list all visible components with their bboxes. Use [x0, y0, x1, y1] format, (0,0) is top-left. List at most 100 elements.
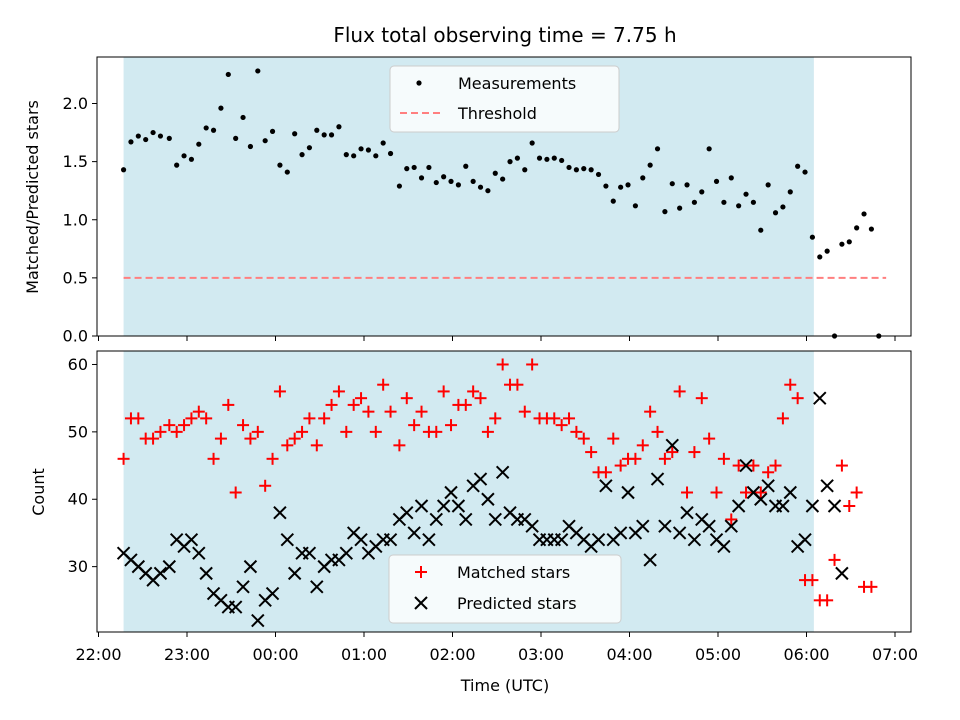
- matched-point: [266, 452, 279, 465]
- measurement-point: [728, 175, 734, 181]
- predicted-point: [354, 532, 368, 547]
- measurement-point: [846, 239, 852, 245]
- matched-point: [681, 486, 694, 499]
- predicted-point: [407, 526, 421, 540]
- matched-point: [740, 486, 753, 499]
- measurement-point: [625, 182, 631, 188]
- measurement-point: [500, 176, 506, 182]
- measurement-point: [365, 147, 372, 153]
- measurement-point: [351, 153, 357, 159]
- predicted-point: [621, 485, 635, 500]
- predicted-point: [414, 499, 429, 513]
- x-tick-label: 04:00: [606, 645, 652, 664]
- measurement-point: [181, 153, 187, 159]
- y-tick-label: 0.5: [63, 268, 88, 287]
- matched-point: [259, 479, 272, 492]
- measurement-point: [559, 157, 565, 164]
- predicted-point: [495, 465, 510, 480]
- measurement-point: [706, 146, 712, 152]
- predicted-point: [400, 506, 414, 520]
- measurement-point: [306, 145, 313, 151]
- matched-point: [251, 425, 264, 438]
- measurement-point: [677, 205, 683, 211]
- predicted-point: [554, 532, 569, 547]
- measurement-point: [470, 178, 476, 184]
- predicted-point: [280, 532, 295, 547]
- predicted-point: [776, 499, 790, 513]
- measurement-point: [507, 159, 513, 165]
- measurement-point: [802, 169, 808, 175]
- predicted-point: [287, 566, 302, 581]
- matched-point: [570, 425, 583, 438]
- measurement-point: [640, 175, 646, 181]
- measurement-point: [343, 152, 349, 158]
- x-tick-label: 23:00: [164, 645, 210, 664]
- matched-point: [717, 452, 730, 465]
- matched-point: [384, 405, 397, 418]
- predicted-point: [672, 526, 687, 540]
- matched-point: [688, 446, 701, 459]
- matched-point: [754, 486, 767, 499]
- bottom-ylabel: Count: [29, 468, 48, 516]
- measurement-point: [595, 171, 602, 178]
- measurement-point: [441, 174, 447, 180]
- measurement-point: [780, 204, 786, 210]
- bottom-legend-box: [388, 554, 622, 624]
- matched-point: [644, 405, 657, 418]
- x-tick-label: 22:00: [75, 645, 121, 664]
- measurement-point: [603, 183, 609, 189]
- matched-point: [747, 459, 760, 472]
- matched-point: [828, 553, 841, 566]
- measurement-point: [699, 189, 705, 195]
- measurement-point: [166, 135, 172, 141]
- matched-point: [518, 405, 531, 418]
- predicted-point: [199, 566, 213, 581]
- measurement-point: [262, 138, 268, 144]
- legend-measurements-label: Measurements: [458, 74, 576, 93]
- y-tick-label: 2.0: [63, 94, 88, 113]
- legend-measurements-marker: [416, 80, 422, 86]
- y-tick-label: 60: [68, 355, 88, 374]
- matched-point: [474, 392, 487, 405]
- measurement-point: [387, 150, 394, 157]
- measurement-point: [292, 131, 298, 137]
- measurement-point: [721, 199, 727, 205]
- matched-point: [695, 392, 708, 405]
- predicted-point: [422, 532, 436, 547]
- measurement-point: [824, 248, 830, 254]
- matched-point: [459, 398, 472, 411]
- matched-point: [481, 425, 494, 438]
- measurement-point: [772, 210, 779, 216]
- predicted-point: [273, 506, 287, 520]
- matched-point: [821, 594, 834, 607]
- matched-point: [325, 398, 338, 411]
- predicted-point: [473, 472, 488, 486]
- matched-point: [178, 419, 191, 432]
- predicted-point: [488, 512, 502, 527]
- matched-point: [362, 405, 375, 418]
- matched-point: [408, 419, 421, 432]
- measurement-point: [758, 227, 764, 233]
- matched-point: [281, 439, 294, 452]
- predicted-point: [228, 600, 243, 614]
- matched-point: [154, 425, 167, 438]
- measurement-point: [669, 181, 675, 187]
- x-tick-label: 02:00: [429, 645, 475, 664]
- x-tick-label: 06:00: [783, 645, 829, 664]
- measurement-point: [529, 140, 535, 146]
- measurement-point: [691, 199, 698, 205]
- measurement-point: [157, 133, 164, 139]
- measurement-point: [713, 178, 720, 184]
- predicted-point: [184, 532, 199, 547]
- predicted-point: [481, 492, 495, 506]
- measurement-point: [817, 254, 823, 260]
- measurement-point: [544, 156, 550, 162]
- matched-point: [318, 412, 331, 425]
- measurement-point: [210, 127, 217, 133]
- matched-point: [732, 459, 745, 472]
- predicted-point: [591, 532, 606, 547]
- measurement-point: [809, 234, 816, 240]
- measurement-point: [551, 155, 557, 161]
- matched-point: [769, 459, 782, 472]
- predicted-point: [724, 519, 738, 533]
